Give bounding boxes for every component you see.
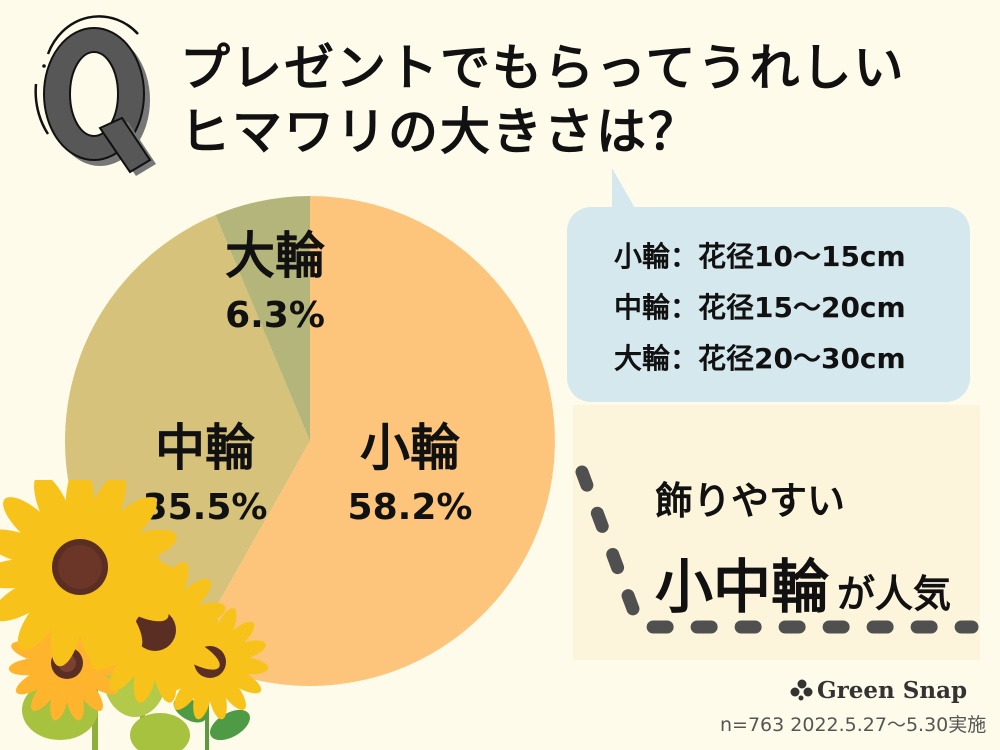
pie-slice-small [189, 196, 555, 687]
callout-line-1: 飾りやすい [655, 479, 846, 523]
pie-label-large-pct: 6.3% [225, 295, 325, 336]
pie-slice-large [215, 196, 310, 441]
title-line-2: ヒマワリの大きさは？ [180, 103, 700, 161]
callout-highlight: 小中輪 [655, 553, 830, 621]
dashed-bracket [575, 465, 979, 634]
pie-label-medium-pct: 35.5% [142, 487, 268, 528]
pie-label-small: 小輪 58.2% [345, 420, 475, 530]
definition-large: 大輪：花径20〜30cm [614, 342, 906, 375]
brand-logo: Green Snap [790, 677, 967, 704]
survey-footnote: n=763 2022.5.27〜5.30実施 [720, 714, 987, 736]
sunflower-illustration [0, 480, 270, 750]
callout-line-2: 小中輪 が人気 [655, 540, 951, 624]
callout-suffix: が人気 [837, 572, 952, 616]
brand-name: Green Snap [817, 677, 968, 704]
pie-label-small-name: 小輪 [360, 419, 460, 477]
pie-label-medium-name: 中輪 [155, 419, 255, 477]
definition-bubble: 小輪：花径10〜15cm 中輪：花径15〜20cm 大輪：花径20〜30cm [567, 207, 970, 402]
q-icon [34, 15, 156, 176]
callout-panel [573, 405, 980, 660]
pie-label-large-name: 大輪 [225, 227, 325, 285]
title-line-1: プレゼントでもらってうれしい [180, 39, 906, 97]
clover-icon [790, 679, 813, 701]
pie-label-large: 大輪 6.3% [215, 228, 335, 338]
bubble-tail [612, 168, 636, 210]
pie-label-small-pct: 58.2% [347, 487, 473, 528]
definition-medium: 中輪：花径15〜20cm [614, 291, 906, 324]
definition-small: 小輪：花径10〜15cm [614, 240, 906, 273]
pie-label-medium: 中輪 35.5% [140, 420, 270, 530]
